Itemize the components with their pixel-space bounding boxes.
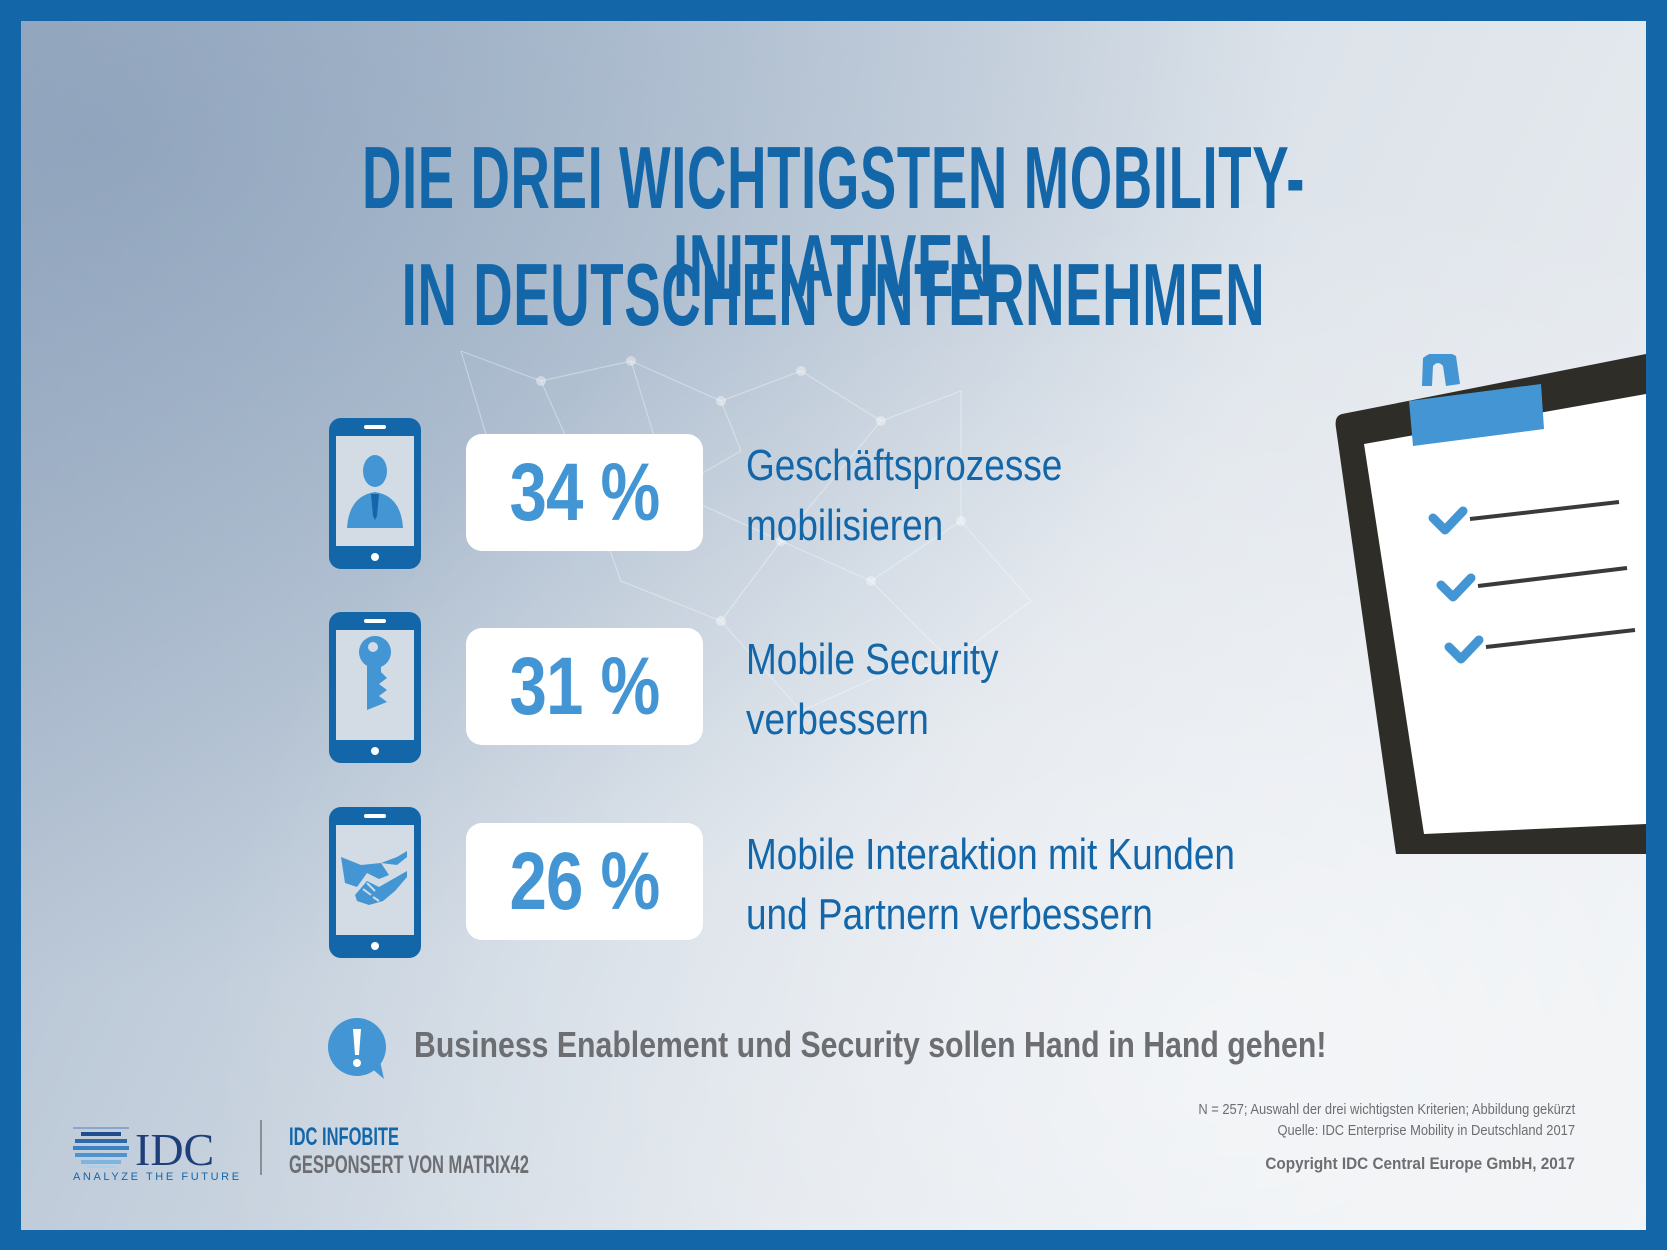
- copyright-notice: Copyright IDC Central Europe GmbH, 2017: [1265, 1154, 1575, 1173]
- initiative-row: 31 % Mobile Security verbessern: [21, 610, 1646, 765]
- initiative-row: 26 % Mobile Interaktion mit Kunden und P…: [21, 805, 1646, 960]
- phone-person-icon: [329, 418, 421, 569]
- idc-logo: IDC: [73, 1124, 214, 1175]
- sponsor-label: GESPONSERT VON MATRIX42: [289, 1151, 529, 1179]
- phone-handshake-icon: [329, 807, 421, 958]
- stat-value: 26 %: [509, 835, 661, 927]
- sample-note: N = 257; Auswahl der drei wichtigsten Kr…: [1198, 1101, 1575, 1118]
- stat-box: 26 %: [466, 823, 703, 940]
- source-note: Quelle: IDC Enterprise Mobility in Deuts…: [1277, 1122, 1575, 1139]
- logo-tagline: ANALYZE THE FUTURE: [73, 1171, 242, 1183]
- stat-value: 34 %: [509, 446, 661, 538]
- initiative-label-line2: verbessern: [746, 695, 929, 744]
- initiative-label-line2: mobilisieren: [746, 501, 944, 550]
- stat-box: 31 %: [466, 628, 703, 745]
- stat-box: 34 %: [466, 434, 703, 551]
- clipboard-checklist-icon: [1335, 354, 1646, 854]
- initiative-label: Geschäftsprozesse mobilisieren: [746, 436, 1334, 556]
- initiative-label-line1: Mobile Security: [746, 635, 999, 684]
- stat-value: 31 %: [509, 640, 661, 732]
- initiative-label: Mobile Security verbessern: [746, 630, 1334, 750]
- initiative-label-line2: und Partnern verbessern: [746, 890, 1153, 939]
- infographic-frame: DIE DREI WICHTIGSTEN MOBILITY-INITIATIVE…: [21, 21, 1646, 1230]
- infobite-label: IDC INFOBITE: [289, 1123, 400, 1151]
- initiative-row: 34 % Geschäftsprozesse mobilisieren: [21, 416, 1646, 571]
- network-background-graphic: [460, 350, 1032, 712]
- key-message: Business Enablement und Security sollen …: [414, 1024, 1327, 1065]
- exclamation-bubble-icon: [328, 1018, 386, 1079]
- phone-key-icon: [329, 612, 421, 763]
- page-title-line1: DIE DREI WICHTIGSTEN MOBILITY-INITIATIVE…: [361, 128, 1306, 315]
- logo-wordmark: IDC: [135, 1124, 214, 1175]
- initiative-label-line1: Mobile Interaktion mit Kunden: [746, 830, 1235, 879]
- initiative-label-line1: Geschäftsprozesse: [746, 441, 1063, 490]
- initiative-label: Mobile Interaktion mit Kunden und Partne…: [746, 825, 1334, 945]
- page-title-line2: IN DEUTSCHEN UNTERNEHMEN: [401, 245, 1266, 344]
- footer-divider: [260, 1120, 262, 1175]
